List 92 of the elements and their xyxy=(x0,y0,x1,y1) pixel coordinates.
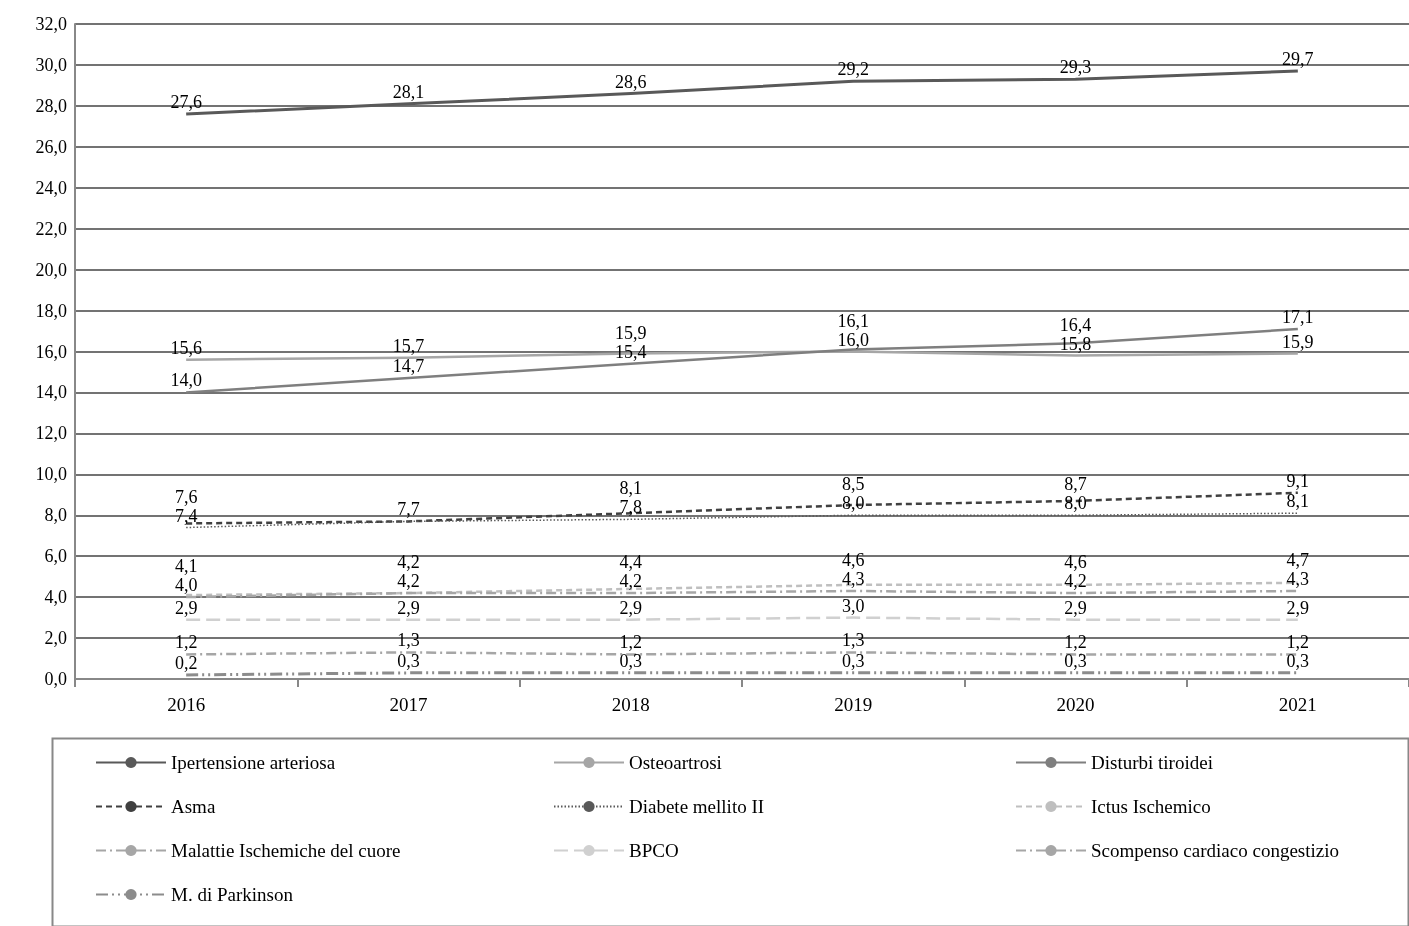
x-tick-label: 2019 xyxy=(834,694,873,715)
data-label: 4,6 xyxy=(1064,552,1087,573)
data-label: 4,6 xyxy=(841,549,865,570)
data-label: 15,7 xyxy=(392,335,425,356)
y-tick-label: 30,0 xyxy=(35,54,67,75)
data-label: 3,0 xyxy=(841,595,865,616)
data-label: 4,2 xyxy=(397,571,420,592)
y-tick-label: 28,0 xyxy=(35,95,67,116)
data-label: 15,6 xyxy=(170,337,202,358)
data-label: 4,2 xyxy=(397,552,420,573)
data-label: 4,4 xyxy=(619,552,643,573)
y-tick-label: 6,0 xyxy=(44,546,67,567)
y-tick-label: 24,0 xyxy=(35,177,67,198)
data-label: 15,8 xyxy=(1059,333,1092,354)
legend-label: Diabete mellito II xyxy=(629,796,765,817)
data-label: 4,1 xyxy=(174,556,198,577)
x-tick-label: 2018 xyxy=(611,694,650,715)
legend-label: Malattie Ischemiche del cuore xyxy=(171,840,401,861)
data-label: 8,7 xyxy=(1064,474,1087,495)
legend-label: M. di Parkinson xyxy=(171,884,294,905)
legend-label: BPCO xyxy=(629,840,679,861)
data-label: 1,3 xyxy=(397,630,420,651)
x-tick-label: 2017 xyxy=(389,694,428,715)
data-label: 16,1 xyxy=(837,310,869,331)
data-label: 16,0 xyxy=(837,329,869,350)
data-label: 0,3 xyxy=(1286,650,1310,671)
data-label: 2,9 xyxy=(619,597,643,618)
data-label: 17,1 xyxy=(1282,306,1314,327)
y-tick-label: 32,0 xyxy=(35,14,67,34)
data-label: 14,0 xyxy=(170,370,202,391)
y-tick-label: 20,0 xyxy=(35,259,67,280)
legend-label: Ipertensione arteriosa xyxy=(171,752,336,773)
y-tick-label: 8,0 xyxy=(44,505,67,526)
x-tick-label: 2021 xyxy=(1278,694,1317,715)
y-tick-label: 26,0 xyxy=(35,136,67,157)
data-label: 1,3 xyxy=(841,630,865,651)
data-label: 8,0 xyxy=(1064,493,1087,514)
y-tick-label: 16,0 xyxy=(35,341,67,362)
data-label: 4,7 xyxy=(1286,549,1310,570)
y-tick-label: 2,0 xyxy=(44,628,67,649)
data-label: 8,5 xyxy=(841,474,865,495)
data-label: 7,6 xyxy=(174,486,198,507)
data-label: 7,8 xyxy=(619,497,643,518)
y-tick-label: 14,0 xyxy=(35,382,67,403)
data-label: 16,4 xyxy=(1059,314,1092,335)
data-label: 4,0 xyxy=(174,575,198,596)
y-tick-label: 12,0 xyxy=(35,423,67,444)
data-label: 1,2 xyxy=(1064,631,1087,652)
y-tick-label: 22,0 xyxy=(35,218,67,239)
y-tick-label: 4,0 xyxy=(44,587,67,608)
y-tick-label: 0,0 xyxy=(44,669,67,689)
data-label: 15,9 xyxy=(615,322,647,343)
legend-label: Asma xyxy=(171,796,216,817)
data-label: 8,1 xyxy=(619,478,643,499)
data-label: 2,9 xyxy=(397,597,420,618)
data-label: 1,2 xyxy=(1286,631,1310,652)
x-tick-label: 2016 xyxy=(167,694,206,715)
data-label: 14,7 xyxy=(392,356,425,377)
data-label: 4,2 xyxy=(619,571,643,592)
data-label: 1,2 xyxy=(174,632,198,653)
y-tick-label: 18,0 xyxy=(35,300,67,321)
data-label: 2,9 xyxy=(1286,597,1310,618)
legend-label: Disturbi tiroidei xyxy=(1091,752,1213,773)
data-label: 0,3 xyxy=(619,650,643,671)
data-label: 4,3 xyxy=(1286,568,1310,589)
y-tick-label: 10,0 xyxy=(35,464,67,485)
data-label: 0,3 xyxy=(841,650,865,671)
data-label: 27,6 xyxy=(170,92,202,113)
legend-label: Osteoartrosi xyxy=(629,752,722,773)
data-label: 4,2 xyxy=(1064,571,1087,592)
data-label: 4,3 xyxy=(841,568,865,589)
data-label: 2,9 xyxy=(1064,597,1087,618)
data-label: 28,1 xyxy=(392,81,425,102)
data-label: 29,3 xyxy=(1059,57,1092,78)
data-label: 0,2 xyxy=(174,652,198,673)
data-label: 8,1 xyxy=(1286,491,1310,512)
data-label: 29,2 xyxy=(837,59,869,80)
data-label: 7,4 xyxy=(174,505,198,526)
data-label: 28,6 xyxy=(615,71,647,92)
data-label: 2,9 xyxy=(174,597,198,618)
data-label: 0,3 xyxy=(397,650,420,671)
data-label: 9,1 xyxy=(1286,470,1310,491)
data-label: 8,0 xyxy=(841,493,865,514)
data-label: 15,9 xyxy=(1282,331,1314,352)
data-label: 7,7 xyxy=(397,499,420,520)
data-label: 29,7 xyxy=(1282,49,1314,70)
data-label: 1,2 xyxy=(619,631,643,652)
legend-label: Scompenso cardiaco congestizio xyxy=(1091,840,1339,861)
data-label: 15,4 xyxy=(615,341,647,362)
data-label: 0,3 xyxy=(1064,650,1087,671)
x-tick-label: 2020 xyxy=(1056,694,1095,715)
legend-label: Ictus Ischemico xyxy=(1091,796,1211,817)
